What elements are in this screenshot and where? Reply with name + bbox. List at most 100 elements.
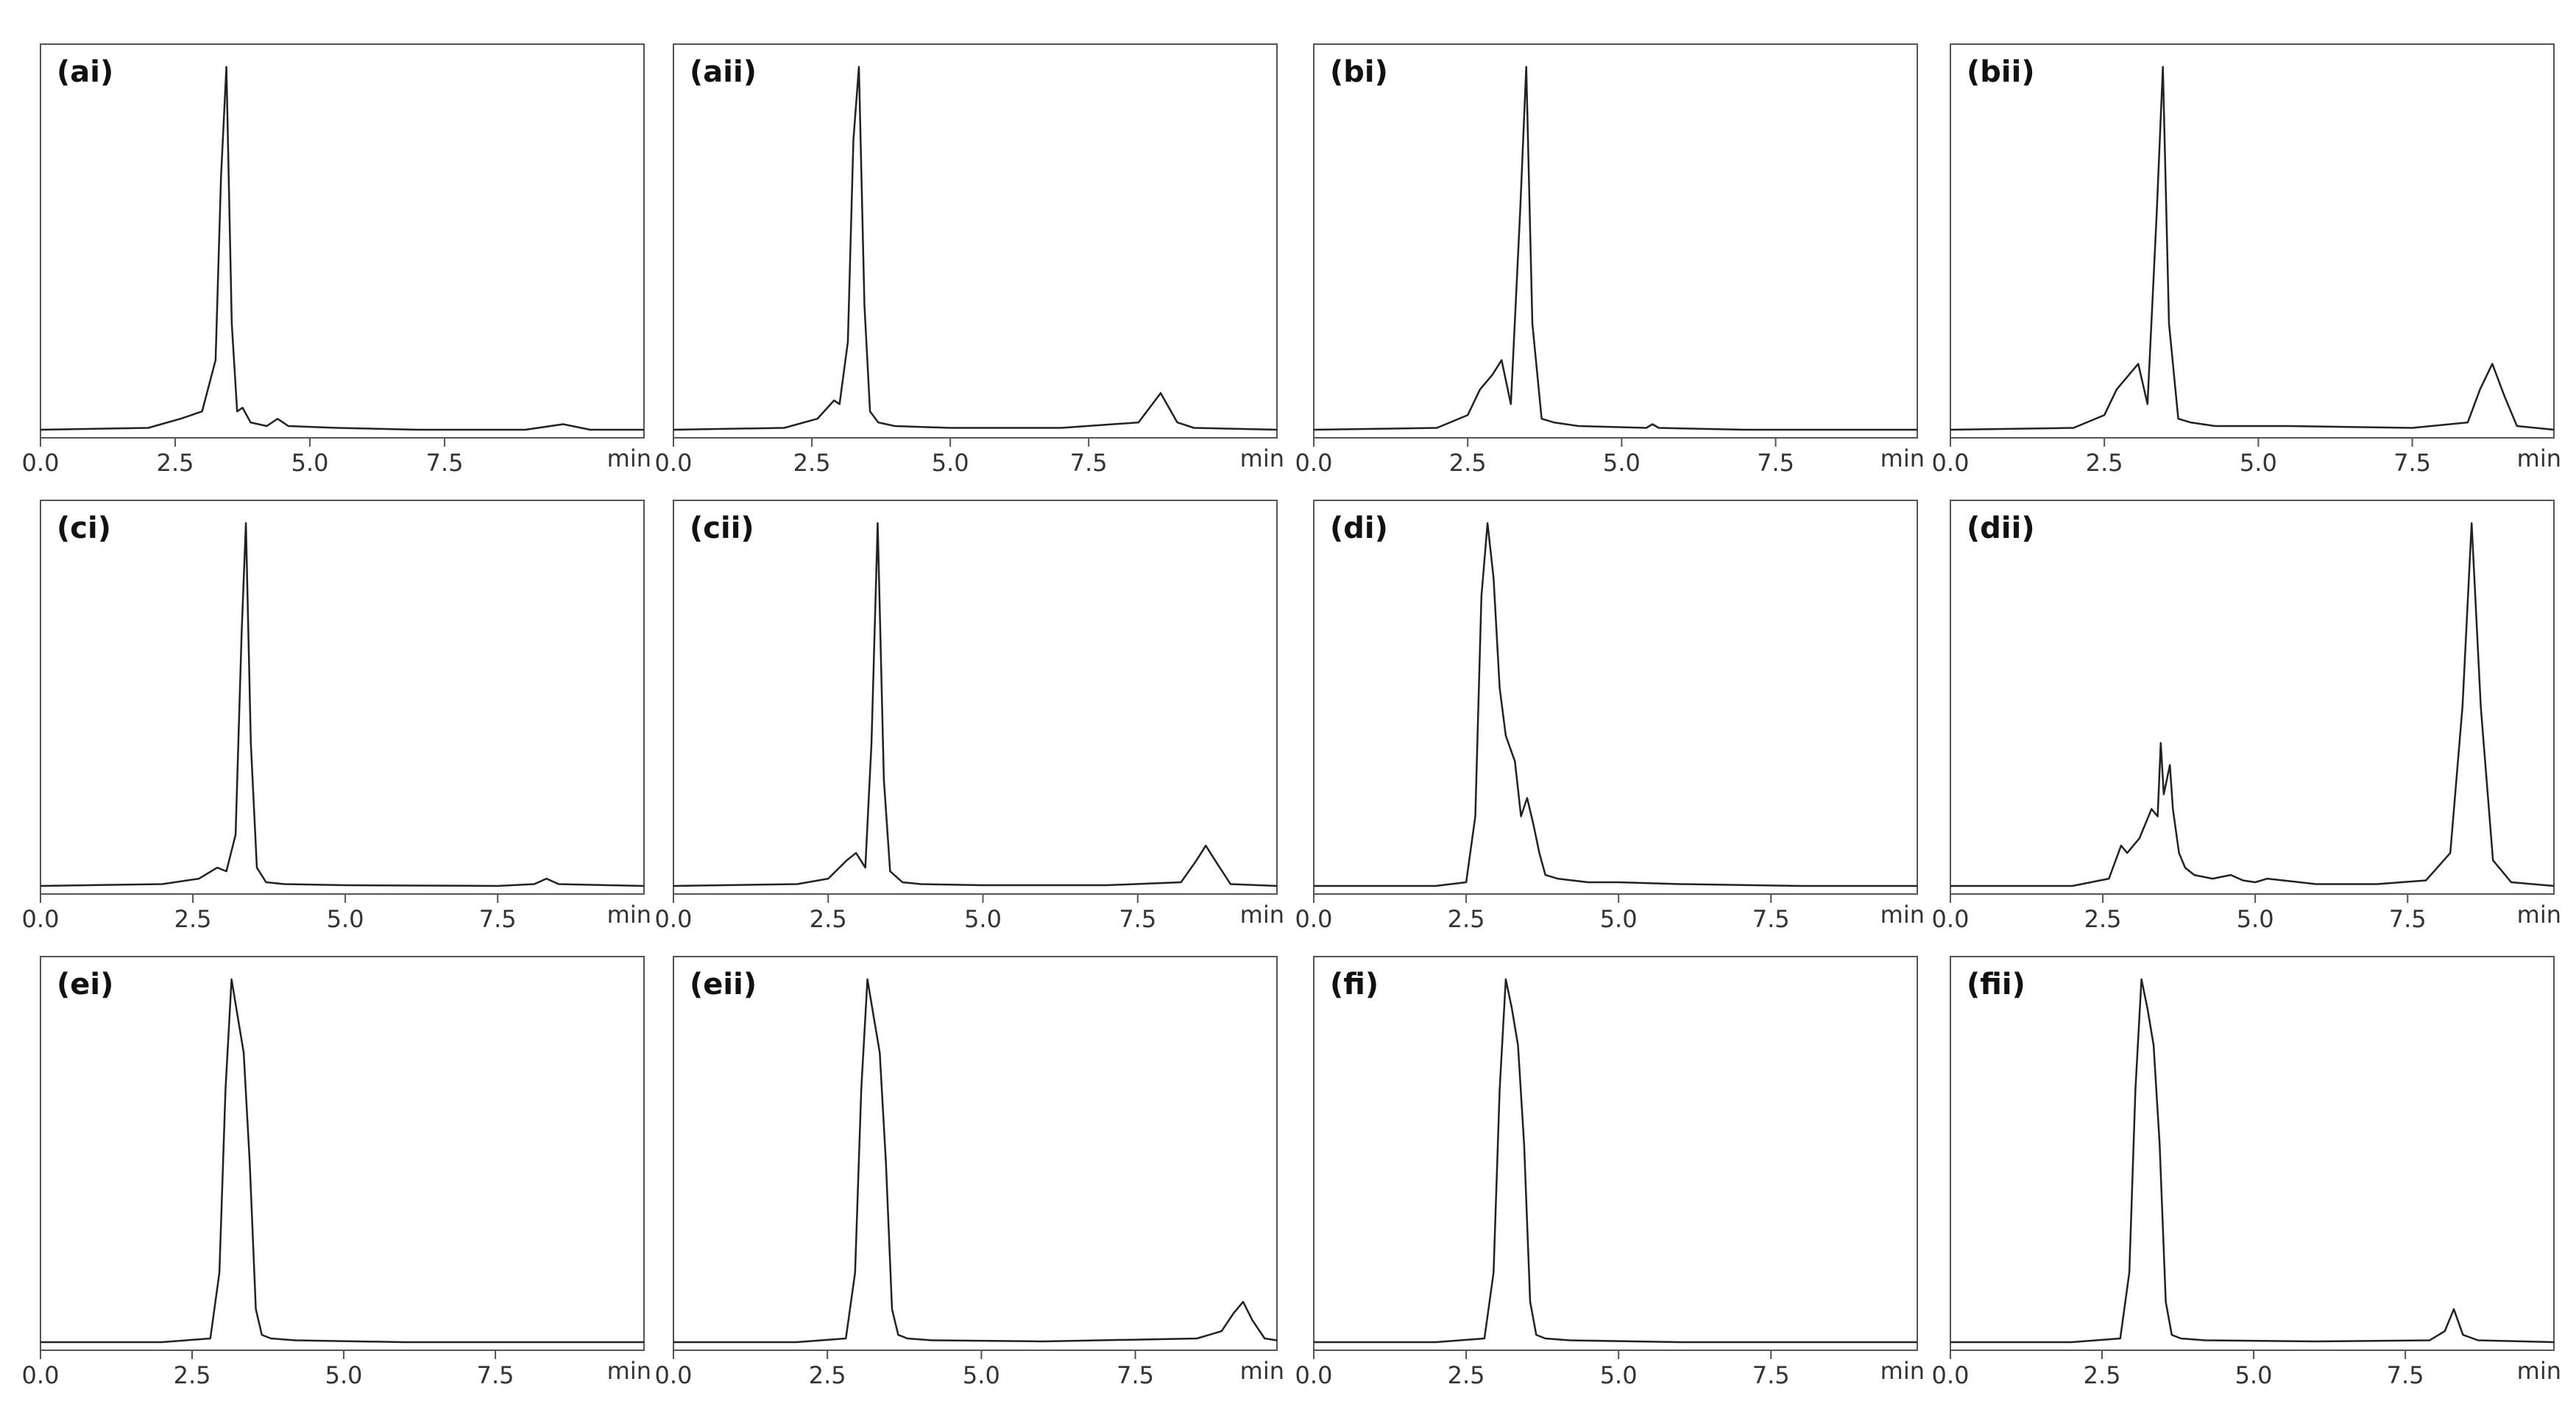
x-axis-label: min [1240,444,1284,472]
panel-label: (aii) [690,55,757,89]
x-tick-label: 5.0 [2240,449,2277,477]
x-tick-label: 2.5 [1448,1361,1485,1389]
trace [40,522,645,887]
x-tick-label: 0.0 [1295,449,1333,477]
trace [1314,978,1917,1344]
panel: 0.0 2.5 5.0 7.5 min (fii) [1932,956,2561,1389]
x-axis-label: min [1880,901,1925,929]
x-tick-label: 7.5 [2389,905,2427,933]
x-tick-label: 2.5 [810,905,847,933]
x-tick-label: 7.5 [1752,1361,1790,1389]
trace [1950,65,2555,431]
x-tick-label: 2.5 [1448,905,1485,933]
x-tick-label: 0.0 [1932,449,1970,477]
x-axis-label: min [1880,1357,1925,1385]
x-tick-label: 0.0 [1295,905,1333,933]
plot-frame [1313,500,1918,895]
plot-frame [1950,500,2555,895]
x-tick-label: 5.0 [291,449,329,477]
x-tick-label: 0.0 [1932,1361,1970,1389]
trace [40,978,644,1344]
x-tick-label: 5.0 [963,1361,1000,1389]
x-tick-label: 5.0 [327,905,364,933]
panel-label: (cii) [690,511,754,545]
x-tick-label: 2.5 [2084,1361,2121,1389]
x-tick-label: 7.5 [1119,905,1156,933]
panel: 0.0 2.5 5.0 7.5 min (bi) [1295,43,1925,477]
trace [40,65,644,431]
plot-frame [1313,43,1918,439]
x-tick-label: 5.0 [964,905,1002,933]
panel-label: (dii) [1967,511,2035,545]
trace [673,522,1278,887]
panel-label: (di) [1330,511,1388,545]
plot-frame [673,43,1278,439]
x-axis-label: min [607,444,651,472]
plot-frame [1313,956,1918,1351]
panel: 0.0 2.5 5.0 7.5 min (fi) [1295,956,1925,1389]
panel-label: (fii) [1967,968,2025,1001]
x-tick-label: 5.0 [1600,905,1638,933]
x-tick-label: 2.5 [2086,449,2123,477]
panel-label: (ai) [57,55,113,89]
panel-label: (bii) [1967,55,2035,89]
x-tick-label: 7.5 [426,449,464,477]
panel-label: (eii) [690,968,757,1001]
x-axis-label: min [607,901,651,929]
trace [1313,65,1917,431]
trace [1950,978,2555,1344]
x-tick-label: 0.0 [22,905,60,933]
x-tick-label: 7.5 [2393,449,2431,477]
panel: 0.0 2.5 5.0 7.5 min (bii) [1932,43,2561,477]
x-tick-label: 7.5 [1117,1361,1154,1389]
x-axis-label: min [2517,444,2561,472]
x-axis-label: min [1240,901,1284,929]
plot-frame [1950,43,2555,439]
plot-frame [40,43,645,439]
x-axis-label: min [1880,444,1925,472]
panel-label: (fi) [1330,968,1379,1001]
x-tick-label: 7.5 [477,1361,514,1389]
x-tick-label: 7.5 [1752,905,1790,933]
panel-label: (ci) [57,511,111,545]
trace [673,978,1278,1344]
plot-frame [40,956,645,1351]
panel: 0.0 2.5 5.0 7.5 min (dii) [1932,500,2561,933]
x-tick-label: 7.5 [1070,449,1108,477]
x-tick-label: 5.0 [325,1361,363,1389]
x-tick-label: 2.5 [174,905,212,933]
x-tick-label: 0.0 [655,449,693,477]
x-tick-label: 0.0 [22,449,60,477]
plot-frame [40,500,645,895]
trace [1950,522,2555,887]
panel: 0.0 2.5 5.0 7.5 min (eii) [655,956,1284,1389]
x-tick-label: 0.0 [655,905,693,933]
panel: 0.0 2.5 5.0 7.5 min (ci) [22,500,651,933]
x-tick-label: 0.0 [22,1361,60,1389]
trace [673,65,1278,431]
x-tick-label: 7.5 [479,905,517,933]
x-tick-label: 2.5 [809,1361,846,1389]
x-tick-label: 5.0 [2237,905,2274,933]
x-tick-label: 2.5 [793,449,831,477]
x-tick-label: 7.5 [2387,1361,2424,1389]
panel: 0.0 2.5 5.0 7.5 min (di) [1295,500,1925,933]
x-tick-label: 5.0 [932,449,969,477]
x-axis-label: min [2517,1357,2561,1385]
x-tick-label: 2.5 [2084,905,2122,933]
plot-frame [673,956,1278,1351]
panel-label: (bi) [1330,55,1388,89]
x-tick-label: 0.0 [1932,905,1970,933]
x-tick-label: 5.0 [2235,1361,2273,1389]
x-axis-label: min [607,1357,651,1385]
panel: 0.0 2.5 5.0 7.5 min (cii) [655,500,1284,933]
x-tick-label: 5.0 [1603,449,1641,477]
x-tick-label: 0.0 [1295,1361,1333,1389]
x-tick-label: 2.5 [157,449,194,477]
x-tick-label: 7.5 [1757,449,1794,477]
panel: 0.0 2.5 5.0 7.5 min (ei) [22,956,651,1389]
x-tick-label: 0.0 [655,1361,693,1389]
x-tick-label: 5.0 [1600,1361,1638,1389]
x-axis-label: min [1240,1357,1284,1385]
